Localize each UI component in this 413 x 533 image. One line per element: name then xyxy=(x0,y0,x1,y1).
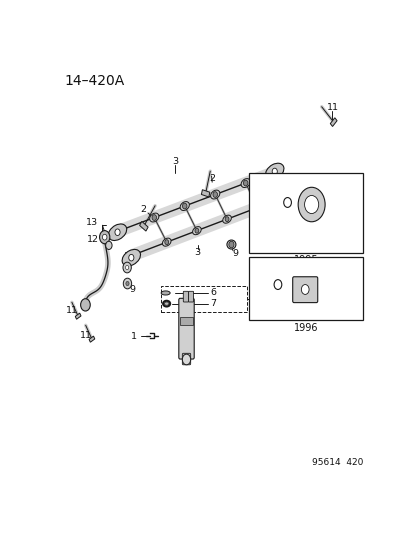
Circle shape xyxy=(123,278,131,289)
Ellipse shape xyxy=(122,249,140,266)
Circle shape xyxy=(271,168,277,175)
Circle shape xyxy=(304,196,318,214)
Ellipse shape xyxy=(161,291,170,295)
Circle shape xyxy=(182,354,190,365)
FancyBboxPatch shape xyxy=(292,277,317,303)
Circle shape xyxy=(283,193,288,199)
Circle shape xyxy=(115,229,120,236)
Circle shape xyxy=(99,231,109,244)
Text: 2: 2 xyxy=(209,174,215,183)
Circle shape xyxy=(297,187,324,222)
Circle shape xyxy=(102,235,107,240)
Ellipse shape xyxy=(252,204,261,212)
Circle shape xyxy=(123,262,131,273)
FancyBboxPatch shape xyxy=(188,292,193,302)
Ellipse shape xyxy=(226,240,235,249)
Text: 5: 5 xyxy=(181,358,188,367)
Bar xyxy=(249,173,362,253)
Circle shape xyxy=(255,205,259,210)
Ellipse shape xyxy=(108,224,126,240)
Circle shape xyxy=(164,240,168,245)
Ellipse shape xyxy=(192,227,201,235)
Text: 7: 7 xyxy=(210,299,216,308)
Circle shape xyxy=(228,241,233,248)
Polygon shape xyxy=(201,190,209,197)
Text: 13: 13 xyxy=(86,218,98,227)
Text: 4: 4 xyxy=(300,244,306,252)
Text: 3: 3 xyxy=(194,248,200,257)
FancyBboxPatch shape xyxy=(182,353,190,365)
Text: 3: 3 xyxy=(172,157,178,166)
Bar xyxy=(249,257,362,320)
Circle shape xyxy=(212,192,217,197)
Text: 2: 2 xyxy=(140,205,146,214)
Ellipse shape xyxy=(149,213,159,222)
Circle shape xyxy=(105,241,112,249)
Text: 8: 8 xyxy=(262,294,268,303)
Ellipse shape xyxy=(162,238,171,246)
Circle shape xyxy=(182,203,187,209)
Ellipse shape xyxy=(265,163,283,180)
Text: 11: 11 xyxy=(79,331,91,340)
Circle shape xyxy=(81,298,90,311)
Text: 95614  420: 95614 420 xyxy=(311,458,362,467)
Text: 1: 1 xyxy=(131,332,137,341)
Text: 1996: 1996 xyxy=(293,323,318,333)
Text: 10: 10 xyxy=(269,198,280,207)
Text: 11: 11 xyxy=(66,306,78,314)
Text: 6: 6 xyxy=(210,288,216,297)
Text: 15: 15 xyxy=(304,311,315,320)
Ellipse shape xyxy=(240,179,250,188)
Bar xyxy=(179,317,193,325)
FancyBboxPatch shape xyxy=(178,298,194,359)
Ellipse shape xyxy=(180,201,189,211)
FancyBboxPatch shape xyxy=(183,292,188,302)
Ellipse shape xyxy=(276,188,294,204)
Circle shape xyxy=(125,265,128,270)
Text: 12: 12 xyxy=(87,235,99,244)
Ellipse shape xyxy=(164,302,169,305)
Polygon shape xyxy=(75,313,81,319)
Text: 14: 14 xyxy=(259,282,271,291)
Ellipse shape xyxy=(222,215,231,223)
Circle shape xyxy=(195,228,198,233)
Text: 1995: 1995 xyxy=(293,255,318,265)
Circle shape xyxy=(152,215,156,221)
Circle shape xyxy=(225,217,228,222)
Polygon shape xyxy=(330,118,336,126)
Circle shape xyxy=(126,281,129,286)
Bar xyxy=(161,286,247,312)
Text: 9: 9 xyxy=(232,249,238,258)
Circle shape xyxy=(243,180,247,186)
Text: 11: 11 xyxy=(326,102,338,111)
Polygon shape xyxy=(139,221,148,231)
Circle shape xyxy=(128,254,133,261)
Text: 12: 12 xyxy=(123,252,135,261)
Text: 14–420A: 14–420A xyxy=(64,74,125,88)
Circle shape xyxy=(301,285,309,294)
Polygon shape xyxy=(89,336,95,342)
Ellipse shape xyxy=(210,190,219,199)
Text: 9: 9 xyxy=(129,285,135,294)
